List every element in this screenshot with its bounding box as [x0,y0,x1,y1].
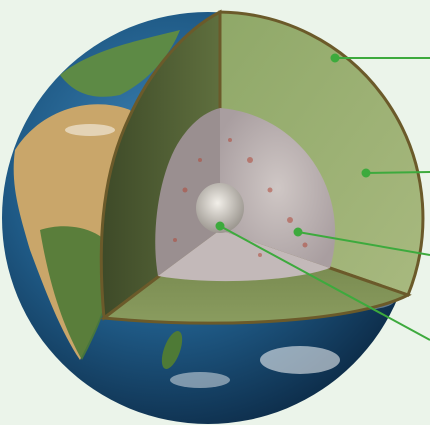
outer-core-left-face [155,108,220,276]
cloud [170,372,230,388]
cloud [65,124,115,136]
leader-line-mantle [365,171,430,174]
leader-dot-mantle [361,168,371,178]
leader-dot-outer-core [293,227,303,237]
cloud [260,346,340,374]
leader-lines [215,53,430,341]
madagascar-landmass [161,331,183,369]
inner-core-sphere [196,183,244,233]
central-africa-forest [40,226,118,360]
leader-dot-inner-core [215,221,225,231]
leader-line-inner-core [219,225,430,341]
outer-core-right-face [220,108,336,268]
leader-line-outer-core [297,231,430,256]
cutaway-wedge [99,9,425,325]
europe-landmass [60,30,180,97]
leader-dot-crust [330,53,340,63]
outer-core-bottom-face [158,230,330,282]
